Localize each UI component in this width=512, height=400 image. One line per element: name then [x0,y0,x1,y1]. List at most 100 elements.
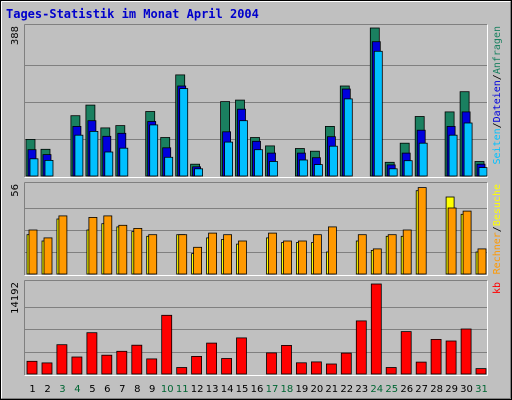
bar-kb [116,350,128,375]
y-axis-max-label: 14192 [10,282,21,314]
x-tick-label: 1 [29,384,35,395]
bar-kb [355,320,367,375]
bar-seiten [298,159,308,177]
x-tick-label: 8 [134,384,140,395]
bar-kb [56,344,68,375]
bar-rechner [462,210,472,275]
bar-rechner [283,240,292,275]
bar-rechner [103,215,113,275]
bar-kb [325,363,337,375]
legend-entry: Dateien [492,80,503,122]
bar-rechner [208,232,218,275]
x-axis-day-labels: 1 2 3 4 5 6 7 8 9 10 11 12 13 14 15 16 17 18 19 20 21 22 23 24 2… [29,384,488,395]
bar-kb [400,331,412,375]
bar-seiten [373,50,383,177]
bar-rechner [43,237,53,275]
x-tick-label: 25 [385,384,398,395]
legend-entry: Besuche [492,184,503,226]
x-tick-label: 2 [44,384,50,395]
bar-kb [71,356,83,375]
x-tick-label: 9 [149,384,155,395]
bar-kb [460,328,472,375]
chart-panels: 388Seiten/Dateien/Anfragen56Rechner/Besu… [10,24,503,376]
x-tick-label: 23 [355,384,368,395]
bar-rechner [148,234,158,275]
x-tick-label: 24 [370,384,383,395]
x-tick-label: 28 [430,384,443,395]
bar-seiten [254,149,263,177]
y-axis-max-label: 56 [10,184,21,197]
chart-title: Tages-Statistik im Monat April 2004 [6,7,259,21]
series-legend-top: Seiten/Dateien/Anfragen [492,26,503,165]
bar-seiten [463,122,473,177]
bar-kb [86,332,98,375]
bar-rechner [238,240,247,275]
bar-kb [131,344,143,375]
bar-kb [26,360,38,375]
bar-kb [41,362,53,375]
bar-seiten [89,130,99,177]
bar-kb [295,362,307,375]
bar-seiten [29,158,39,177]
bar-rechner [387,234,397,275]
x-tick-label: 16 [251,384,264,395]
bar-kb [266,352,277,375]
x-tick-label: 12 [191,384,204,395]
bar-kb [340,352,352,375]
x-tick-label: 13 [206,384,219,395]
bar-rechner [223,234,233,275]
legend-entry: Rechner [492,232,503,274]
x-tick-label: 17 [266,384,279,395]
legend-entry: Anfragen [492,26,503,74]
series-rechner [28,187,487,275]
x-tick-label: 3 [59,384,65,395]
bar-rechner [58,215,68,275]
bar-kb [206,342,218,375]
bar-kb [101,354,113,375]
bar-kb [310,361,322,375]
bar-kb [191,355,203,375]
x-tick-label: 7 [119,384,125,395]
x-tick-label: 19 [296,384,309,395]
bar-seiten [194,168,204,177]
bar-seiten [313,164,323,177]
x-tick-label: 20 [311,384,324,395]
bar-rechner [88,216,98,275]
bar-rechner [357,234,367,275]
bar-rechner [178,234,188,275]
bar-rechner [417,187,427,275]
bar-rechner [372,248,382,275]
bar-seiten [448,134,458,177]
bar-kb [221,358,233,375]
x-tick-label: 30 [460,384,473,395]
x-tick-label: 14 [221,384,234,395]
x-tick-label: 10 [161,384,174,395]
bar-kb [176,367,188,375]
bar-seiten [119,147,129,177]
x-tick-label: 22 [340,384,353,395]
panel-bottom: 14192 kb [10,280,503,376]
bar-rechner [312,234,322,275]
series-seiten [29,50,488,177]
x-tick-label: 18 [281,384,294,395]
bar-seiten [328,145,338,177]
x-tick-label: 31 [475,384,488,395]
x-tick-label: 4 [74,384,80,395]
bar-seiten [44,159,54,177]
series-legend-bottom: kb [492,282,503,294]
bar-seiten [403,160,413,177]
bar-seiten [74,134,84,177]
x-tick-label: 21 [325,384,338,395]
bar-rechner [133,227,143,275]
x-tick-label: 5 [89,384,95,395]
legend-entry: / [492,74,503,80]
bar-seiten [269,161,278,177]
series-legend-middle: Rechner/Besuche [492,184,503,274]
x-tick-label: 6 [104,384,110,395]
bar-rechner [402,229,412,275]
legend-entry: / [492,226,503,232]
bar-rechner [297,240,307,275]
y-axis-max-label: 388 [10,26,21,45]
bar-kb [445,340,457,375]
